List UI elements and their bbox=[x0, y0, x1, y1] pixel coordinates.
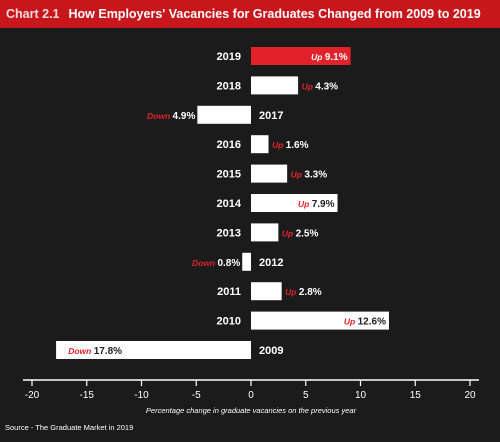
chart-title: How Employers' Vacancies for Graduates C… bbox=[68, 7, 481, 21]
direction-label-2016: Up bbox=[272, 140, 286, 150]
value-label-2013: Up 2.5% bbox=[282, 228, 319, 239]
direction-label-2010: Up bbox=[344, 317, 358, 327]
direction-label-2009: Down bbox=[68, 346, 94, 356]
bar-2009 bbox=[56, 341, 252, 359]
direction-label-2014: Up bbox=[298, 199, 312, 209]
chart-header: Chart 2.1 How Employers' Vacancies for G… bbox=[0, 0, 500, 28]
bar-2013 bbox=[251, 223, 279, 242]
bar-2012 bbox=[242, 252, 251, 271]
value-text-2010: 12.6% bbox=[358, 317, 386, 328]
value-text-2015: 3.3% bbox=[304, 170, 327, 181]
x-tick-label--15: -15 bbox=[80, 390, 95, 401]
source-note: Source - The Graduate Market in 2019 bbox=[5, 423, 134, 432]
value-label-2018: Up 4.3% bbox=[302, 81, 339, 92]
value-label-2014: Up 7.9% bbox=[298, 199, 335, 210]
direction-label-2018: Up bbox=[302, 81, 316, 91]
x-tick-label--5: -5 bbox=[192, 390, 201, 401]
value-text-2013: 2.5% bbox=[296, 228, 319, 239]
category-label-2010: 2010 bbox=[217, 316, 241, 328]
x-axis-label: Percentage change in graduate vacancies … bbox=[146, 406, 357, 415]
bar-2016 bbox=[251, 135, 269, 154]
bar-2017 bbox=[197, 105, 251, 124]
bar-2011 bbox=[251, 282, 282, 301]
bar-2019 bbox=[251, 47, 351, 65]
labels-group: 2019 Up 9.1% 2018 Up 4.3% 2017 Down 4.9% 2016 U… bbox=[68, 51, 386, 357]
value-label-2019: Up 9.1% bbox=[311, 52, 348, 63]
value-text-2012: 0.8% bbox=[217, 258, 240, 269]
value-text-2014: 7.9% bbox=[312, 199, 335, 210]
bars-group bbox=[56, 47, 389, 359]
x-tick-label-10: 10 bbox=[355, 390, 367, 401]
x-tick-label--20: -20 bbox=[25, 390, 40, 401]
value-text-2018: 4.3% bbox=[315, 81, 338, 92]
direction-label-2017: Down bbox=[147, 111, 173, 121]
direction-label-2011: Up bbox=[285, 287, 299, 297]
chart-number: Chart 2.1 bbox=[6, 7, 60, 21]
bar-2010 bbox=[251, 311, 389, 330]
category-label-2016: 2016 bbox=[217, 139, 241, 151]
x-tick-label-15: 15 bbox=[410, 390, 422, 401]
direction-label-2019: Up bbox=[311, 52, 325, 62]
category-label-2014: 2014 bbox=[217, 198, 242, 210]
category-label-2018: 2018 bbox=[217, 80, 241, 92]
category-label-2009: 2009 bbox=[259, 345, 283, 357]
value-label-2009: Down 17.8% bbox=[68, 346, 122, 357]
value-label-2017: Down 4.9% bbox=[147, 111, 195, 122]
value-text-2011: 2.8% bbox=[299, 287, 322, 298]
category-label-2012: 2012 bbox=[259, 257, 283, 269]
bar-2014 bbox=[251, 194, 338, 212]
x-tick-label-20: 20 bbox=[464, 390, 476, 401]
value-text-2009: 17.8% bbox=[94, 346, 122, 357]
value-label-2010: Up 12.6% bbox=[344, 317, 386, 328]
direction-label-2015: Up bbox=[291, 170, 305, 180]
value-text-2017: 4.9% bbox=[173, 111, 196, 122]
bar-2018 bbox=[251, 76, 299, 95]
x-tick-label-5: 5 bbox=[303, 390, 309, 401]
value-label-2015: Up 3.3% bbox=[291, 170, 328, 181]
direction-label-2012: Down bbox=[192, 258, 218, 268]
value-label-2012: Down 0.8% bbox=[192, 258, 240, 269]
x-tick-label-0: 0 bbox=[248, 390, 254, 401]
x-axis: -20 -15 -10 -5 0 5 10 15 20 bbox=[23, 379, 479, 401]
category-label-2011: 2011 bbox=[217, 286, 241, 298]
category-label-2015: 2015 bbox=[217, 169, 241, 181]
value-label-2016: Up 1.6% bbox=[272, 140, 309, 151]
bar-2015 bbox=[251, 164, 288, 183]
value-label-2011: Up 2.8% bbox=[285, 287, 322, 298]
category-label-2013: 2013 bbox=[217, 227, 241, 239]
direction-label-2013: Up bbox=[282, 228, 296, 238]
value-text-2019: 9.1% bbox=[325, 52, 348, 63]
value-text-2016: 1.6% bbox=[286, 140, 309, 151]
category-label-2019: 2019 bbox=[217, 51, 241, 63]
category-label-2017: 2017 bbox=[259, 110, 283, 122]
x-tick-label--10: -10 bbox=[134, 390, 149, 401]
